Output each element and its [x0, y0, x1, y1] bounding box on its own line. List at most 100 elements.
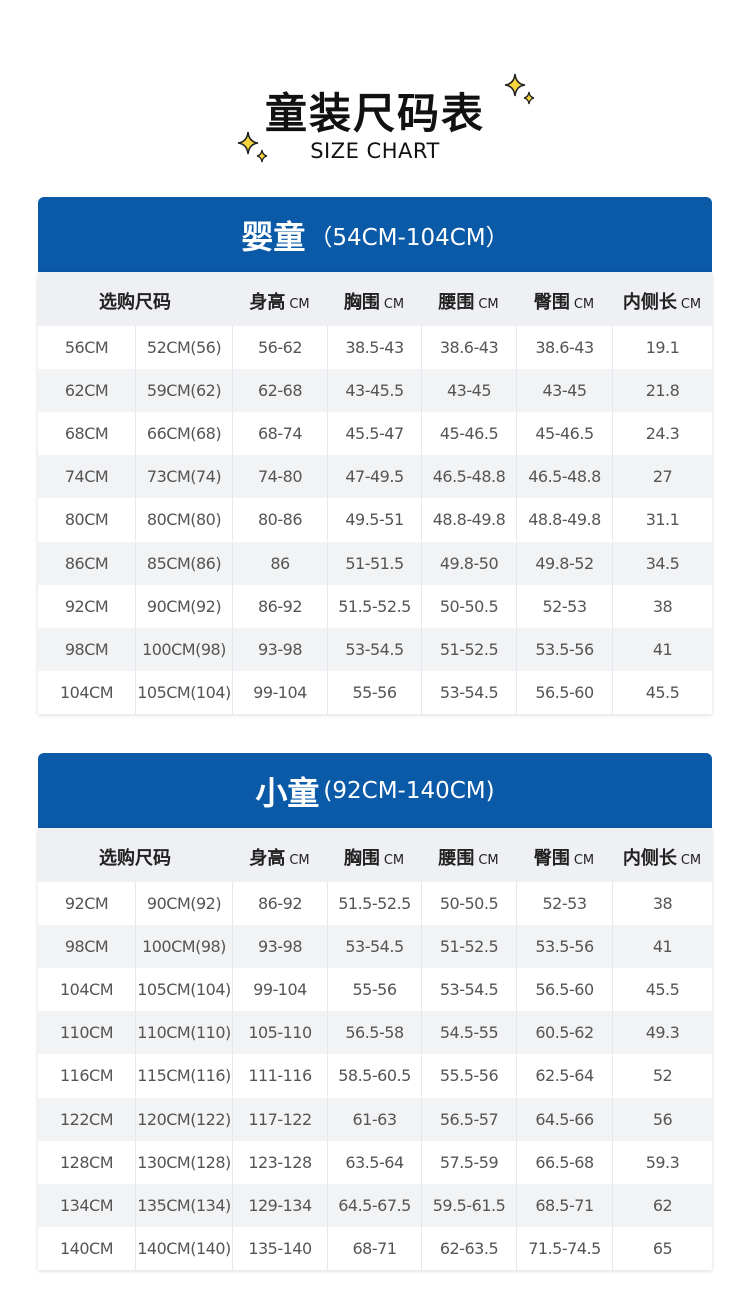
table-cell: 93-98 [232, 627, 327, 671]
table-cell: 50-50.5 [421, 882, 516, 926]
column-label: 选购尺码 [99, 848, 171, 869]
row-bg [38, 498, 712, 542]
table-cell: 43-45.5 [327, 369, 421, 413]
table-cell: 38.6-43 [421, 326, 516, 370]
table-cell: 128CM [59, 1152, 114, 1172]
table-cell: 49.3 [612, 1011, 712, 1055]
table-cell: 51-51.5 [327, 541, 421, 585]
column-unit: CM [289, 297, 310, 312]
table-cell: 60.5-62 [516, 1011, 612, 1055]
table-cell: 52 [612, 1054, 712, 1098]
table-cell: 105CM(104) [135, 968, 232, 1012]
table-cell: 117-122 [232, 1097, 327, 1141]
column-unit: CM [478, 853, 499, 868]
table-cell: 56.5-60 [516, 670, 612, 714]
column-header: 臀围 CM [516, 828, 612, 882]
table-cell: 99-104 [232, 968, 327, 1012]
sparkle [237, 131, 268, 163]
table-cell: 62CM [64, 381, 109, 401]
row-bg [38, 670, 712, 714]
table-title-bar: 婴童 （54CM-104CM） [38, 197, 712, 272]
header-row-bg [38, 828, 712, 882]
table-cell: 74-80 [232, 455, 327, 499]
table-cell: 53.5-56 [516, 627, 612, 671]
row-bg [38, 541, 712, 585]
table-cell: 129-134 [232, 1183, 327, 1227]
table-cell: 135CM(134) [135, 1183, 232, 1227]
table-cell: 135-140 [232, 1226, 327, 1270]
table: 选购尺码 身高 CM 胸围 CM 腰围 CM 臀围 CM 内侧长 CM 56CM 52CM(56) 56-… [38, 272, 712, 714]
table-cell: 51.5-52.5 [327, 882, 421, 926]
table: 选购尺码 身高 CM 胸围 CM 腰围 CM 臀围 CM 内侧长 CM 92CM 90CM(92) 86-… [38, 828, 712, 1270]
column-label: 腰围 [438, 848, 475, 869]
table-cell: 51-52.5 [421, 925, 516, 969]
table-cell: 73CM(74) [135, 455, 232, 499]
table-cell: 59.3 [612, 1140, 712, 1184]
table-cell: 19.1 [612, 326, 712, 370]
column-header: 内侧长 CM [612, 828, 712, 882]
column-header: 选购尺码 [38, 272, 232, 326]
table-cell: 46.5-48.8 [516, 455, 612, 499]
table-cell: 61-63 [327, 1097, 421, 1141]
row-bg [38, 412, 712, 456]
table-cell: 100CM(98) [135, 627, 232, 671]
table-cell: 115CM(116) [135, 1054, 232, 1098]
row-bg [38, 1183, 712, 1227]
table-cell: 51.5-52.5 [327, 584, 421, 628]
table-cell: 123-128 [232, 1140, 327, 1184]
row-bg [38, 584, 712, 628]
table-cell: 59.5-61.5 [421, 1183, 516, 1227]
table-cell: 38 [612, 584, 712, 628]
column-label: 内侧长 [622, 848, 677, 869]
table-cell: 90CM(92) [135, 584, 232, 628]
column-header: 腰围 CM [421, 272, 516, 326]
column-header: 选购尺码 [38, 828, 232, 882]
row-bg [38, 369, 712, 413]
column-unit: CM [478, 297, 499, 312]
table-cell: 64.5-66 [516, 1097, 612, 1141]
table-cell: 74CM [64, 467, 109, 487]
row-bg [38, 1097, 712, 1141]
table-cell: 68CM [64, 424, 109, 444]
table-cell: 45.5 [612, 968, 712, 1012]
table-cell: 99-104 [232, 670, 327, 714]
column-header: 胸围 CM [327, 272, 421, 326]
column-unit: CM [573, 853, 595, 868]
header-row-bg [38, 272, 712, 326]
table-cell: 122CM [59, 1109, 114, 1129]
table-cell: 130CM(128) [135, 1140, 232, 1184]
column-label: 身高 [249, 292, 286, 313]
table-cell: 56 [612, 1097, 712, 1141]
row-bg [38, 326, 712, 370]
table-cell: 52-53 [516, 882, 612, 926]
table-cell: 24.3 [612, 412, 712, 456]
table-cell: 100CM(98) [135, 925, 232, 969]
table-cell: 80CM [64, 510, 109, 530]
table-cell: 110CM [59, 1023, 114, 1043]
table-cell: 62-68 [232, 369, 327, 413]
table-range: (92CM-140CM) [323, 777, 495, 804]
table-cell: 49.5-51 [327, 498, 421, 542]
column-label: 内侧长 [622, 292, 677, 313]
table-cell: 80-86 [232, 498, 327, 542]
table-cell: 140CM [59, 1238, 114, 1258]
table-cell: 66.5-68 [516, 1140, 612, 1184]
table-cell: 21.8 [612, 369, 712, 413]
table-name: 小童 [255, 773, 320, 812]
row-bg [38, 1054, 712, 1098]
table-cell: 48.8-49.8 [516, 498, 612, 542]
row-bg [38, 627, 712, 671]
table-cell: 45-46.5 [516, 412, 612, 456]
table-cell: 43-45 [516, 369, 612, 413]
column-header: 胸围 CM [327, 828, 421, 882]
table-cell: 38 [612, 882, 712, 926]
table-cell: 43-45 [421, 369, 516, 413]
column-header: 身高 CM [232, 272, 327, 326]
table-cell: 104CM [59, 682, 114, 702]
table-cell: 27 [612, 455, 712, 499]
table-cell: 55-56 [327, 968, 421, 1012]
table-cell: 85CM(86) [135, 541, 232, 585]
table-title-bar: 小童 (92CM-140CM) [38, 753, 712, 828]
column-unit: CM [573, 297, 595, 312]
